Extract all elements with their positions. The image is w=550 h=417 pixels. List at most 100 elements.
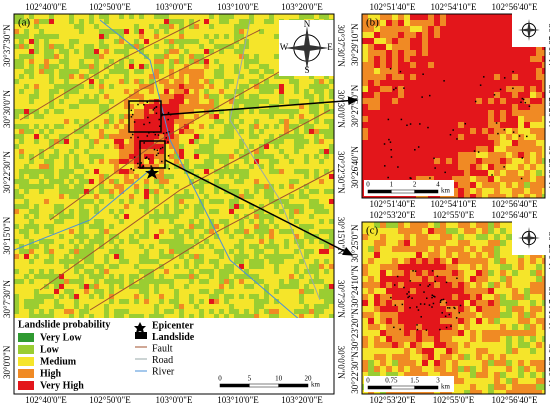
cell bbox=[134, 79, 140, 85]
cell bbox=[64, 114, 70, 120]
cell bbox=[24, 169, 30, 175]
cell bbox=[99, 189, 105, 195]
cell bbox=[14, 239, 20, 245]
cell bbox=[274, 79, 280, 85]
cell bbox=[299, 84, 305, 90]
cell bbox=[24, 269, 30, 275]
cell bbox=[239, 229, 245, 235]
cell bbox=[239, 49, 245, 55]
cell bbox=[214, 299, 220, 305]
cell bbox=[159, 279, 165, 285]
cell bbox=[164, 229, 170, 235]
cell bbox=[44, 294, 50, 300]
cell bbox=[269, 169, 275, 175]
cell bbox=[14, 99, 20, 105]
cell bbox=[89, 169, 95, 175]
cell bbox=[284, 124, 290, 130]
cell bbox=[119, 164, 125, 170]
cell bbox=[154, 274, 160, 280]
cell bbox=[279, 259, 285, 265]
cell bbox=[274, 209, 280, 215]
cell bbox=[89, 139, 95, 145]
cell bbox=[299, 109, 305, 115]
cell bbox=[14, 139, 20, 145]
cell bbox=[428, 20, 435, 27]
cell bbox=[284, 104, 290, 110]
cell bbox=[114, 74, 120, 80]
cell bbox=[244, 164, 250, 170]
cell bbox=[264, 204, 270, 210]
cell bbox=[24, 239, 30, 245]
cell bbox=[159, 284, 165, 290]
cell bbox=[269, 219, 275, 225]
cell bbox=[229, 194, 235, 200]
cell bbox=[279, 169, 285, 175]
cell bbox=[209, 234, 215, 240]
cell bbox=[179, 294, 185, 300]
cell bbox=[189, 69, 195, 75]
cell bbox=[244, 209, 250, 215]
cell bbox=[244, 204, 250, 210]
cell bbox=[99, 164, 105, 170]
landslide bbox=[147, 116, 149, 119]
cell bbox=[54, 134, 60, 140]
cell bbox=[244, 264, 250, 270]
cell bbox=[99, 259, 105, 265]
cell bbox=[94, 109, 100, 115]
cell bbox=[49, 184, 55, 190]
cell bbox=[279, 224, 285, 230]
cell bbox=[34, 169, 40, 175]
cell bbox=[39, 69, 45, 75]
cell bbox=[54, 199, 60, 205]
cell bbox=[309, 284, 315, 290]
cell bbox=[194, 84, 200, 90]
cell bbox=[324, 274, 330, 280]
cell bbox=[94, 44, 100, 50]
cell bbox=[274, 204, 280, 210]
cell bbox=[224, 109, 230, 115]
cell bbox=[234, 34, 240, 40]
cell bbox=[169, 109, 175, 115]
cell bbox=[284, 274, 290, 280]
cell bbox=[109, 129, 115, 135]
cell bbox=[29, 144, 35, 150]
cell bbox=[154, 254, 160, 260]
cell bbox=[259, 64, 265, 70]
cell bbox=[29, 224, 35, 230]
cell bbox=[164, 169, 170, 175]
cell bbox=[44, 244, 50, 250]
cell bbox=[169, 79, 175, 85]
cell bbox=[104, 129, 110, 135]
cell bbox=[224, 184, 230, 190]
cell bbox=[24, 204, 30, 210]
cell bbox=[149, 314, 155, 320]
cell bbox=[164, 179, 170, 185]
cell bbox=[234, 269, 240, 275]
cell bbox=[219, 84, 225, 90]
cell bbox=[324, 299, 330, 305]
cell bbox=[139, 39, 145, 45]
cell bbox=[224, 229, 230, 235]
cell bbox=[299, 239, 305, 245]
cell bbox=[39, 74, 45, 80]
cell bbox=[179, 259, 185, 265]
cell bbox=[109, 229, 115, 235]
cell bbox=[74, 204, 80, 210]
cell bbox=[174, 99, 180, 105]
cell bbox=[149, 264, 155, 270]
cell bbox=[189, 249, 195, 255]
cell bbox=[204, 289, 210, 295]
cell bbox=[314, 254, 320, 260]
cell bbox=[79, 119, 85, 125]
cell bbox=[279, 129, 285, 135]
cell bbox=[199, 219, 205, 225]
cell bbox=[39, 189, 45, 195]
cell bbox=[329, 74, 334, 80]
cell bbox=[14, 159, 20, 165]
cell bbox=[319, 14, 325, 20]
cell bbox=[59, 29, 65, 35]
cell bbox=[69, 294, 75, 300]
cell bbox=[49, 239, 55, 245]
cell bbox=[214, 279, 220, 285]
cell bbox=[179, 179, 185, 185]
